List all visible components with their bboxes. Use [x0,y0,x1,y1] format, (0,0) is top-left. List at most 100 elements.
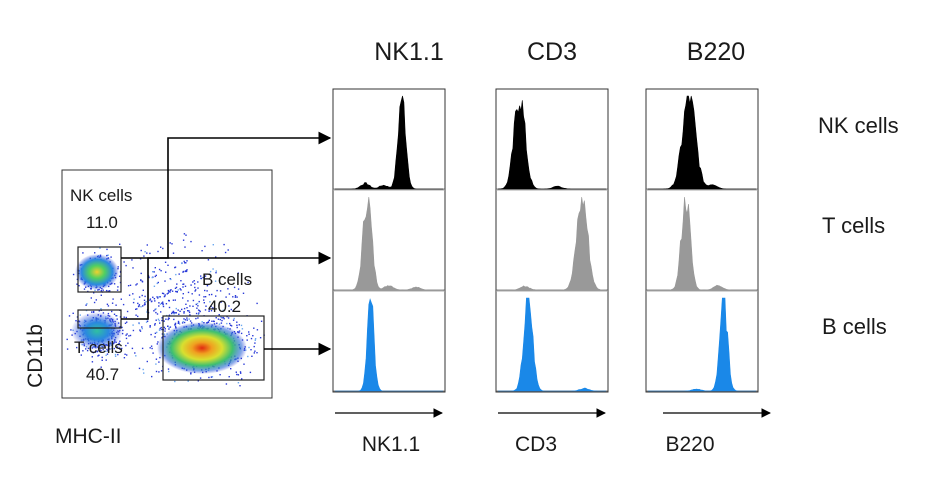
event-dot [90,297,92,299]
event-dot [186,269,188,271]
event-dot [153,310,155,312]
event-dot [168,291,170,293]
event-dot [124,322,127,324]
event-dot [181,262,183,265]
event-dot [219,318,221,321]
x-axis-label-cd3: CD3 [515,433,557,456]
event-dot [164,294,166,296]
event-dot [164,328,166,330]
event-dot [185,234,187,236]
event-dot [174,287,177,289]
event-dot [106,348,108,351]
event-dot [156,282,158,285]
event-dot [155,358,158,360]
gate-label-b-name: B cells [202,270,252,289]
event-dot [99,247,101,249]
event-dot [180,289,182,291]
event-dot [106,248,108,251]
event-dot [169,291,171,293]
event-dot [126,333,128,335]
event-dot [251,355,253,357]
event-dot [159,296,161,298]
histogram-nk-b220 [648,95,756,190]
event-dot [247,355,249,358]
event-dot [208,319,210,322]
event-dot [167,318,169,321]
event-dot [201,321,203,323]
event-dot [192,305,194,307]
event-dot [143,255,145,257]
event-dot [198,310,201,312]
event-dot [140,272,142,275]
event-dot [216,322,218,324]
event-dot [218,314,220,316]
event-dot [192,281,194,283]
column-title-b220: B220 [687,38,745,66]
event-dot [216,289,218,292]
event-dot [183,233,186,235]
event-dot [177,320,180,323]
event-dot [208,273,211,275]
event-dot [236,296,238,298]
event-dot [199,377,202,379]
event-dot [228,293,231,295]
connector-nk [121,131,332,259]
event-dot [105,289,108,292]
event-dot [182,286,184,288]
event-dot [117,353,119,356]
event-dot [256,302,258,305]
event-dot [135,314,137,316]
event-dot [152,352,154,354]
event-dot [118,275,121,277]
event-dot [202,276,204,279]
event-dot [168,326,170,329]
event-dot [94,252,96,254]
event-dot [203,296,205,298]
event-dot [97,289,99,291]
event-dot [119,243,121,245]
event-dot [119,348,121,350]
event-dot [68,315,71,317]
event-dot [212,307,214,309]
event-dot [174,312,176,314]
event-dot [155,308,157,310]
event-dot [232,319,235,321]
event-dot [149,325,151,327]
event-dot [253,345,255,348]
event-dot [145,301,147,303]
event-dot [66,338,68,341]
event-dot [187,310,189,312]
event-dot [195,289,197,291]
event-dot [183,307,186,310]
event-dot [116,289,119,291]
event-dot [110,256,112,258]
event-dot [171,311,174,314]
event-dot [107,254,109,256]
event-dot [182,239,185,241]
event-dot [100,290,102,292]
event-dot [196,302,199,305]
event-dot [201,250,203,252]
event-dot [169,242,171,244]
event-dot [128,335,130,337]
event-dot [101,356,103,359]
event-dot [170,289,172,291]
event-dot [234,296,237,298]
event-dot [132,324,134,326]
column-title-nk11: NK1.1 [374,38,443,66]
histogram-b-b220 [648,297,756,392]
event-dot [96,350,99,352]
event-dot [140,306,142,308]
event-dot [131,259,133,261]
event-dot [101,359,103,361]
event-dot [127,342,129,344]
event-dot [98,310,100,312]
event-dot [129,334,132,337]
event-dot [161,333,164,335]
event-dot [232,296,234,298]
event-dot [146,360,148,363]
event-dot [184,246,186,248]
event-dot [168,328,170,330]
event-dot [153,285,156,287]
event-dot [100,294,102,296]
